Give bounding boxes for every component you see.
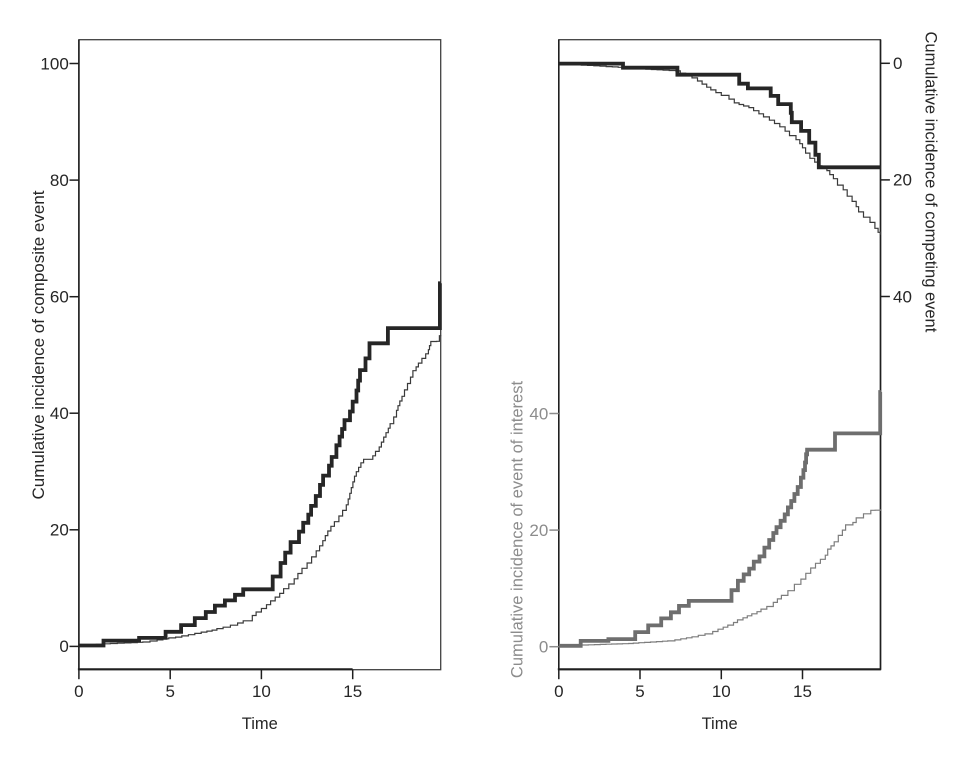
svg-text:80: 80 [50,171,69,190]
svg-text:Cumulative incidence of event: Cumulative incidence of event of interes… [509,381,527,679]
svg-text:40: 40 [529,404,548,423]
svg-text:60: 60 [50,288,69,307]
svg-text:Time: Time [702,715,738,733]
svg-text:5: 5 [635,682,644,701]
svg-text:40: 40 [50,404,69,423]
svg-text:0: 0 [554,682,563,701]
svg-text:Cumulative incidence of compet: Cumulative incidence of competing event [922,31,940,332]
svg-text:0: 0 [74,682,83,701]
svg-text:20: 20 [50,521,69,540]
svg-text:100: 100 [40,54,68,73]
svg-text:0: 0 [539,638,548,657]
svg-text:0: 0 [59,637,68,656]
svg-text:10: 10 [252,682,271,701]
svg-text:20: 20 [529,521,548,540]
svg-text:20: 20 [893,171,912,190]
svg-text:Time: Time [242,715,278,733]
svg-text:5: 5 [165,682,174,701]
svg-text:15: 15 [343,682,362,701]
svg-text:Cumulative incidence of compos: Cumulative incidence of composite event [29,190,48,499]
svg-text:10: 10 [712,682,731,701]
svg-text:40: 40 [893,287,912,306]
svg-text:15: 15 [793,682,812,701]
svg-text:0: 0 [893,54,902,73]
